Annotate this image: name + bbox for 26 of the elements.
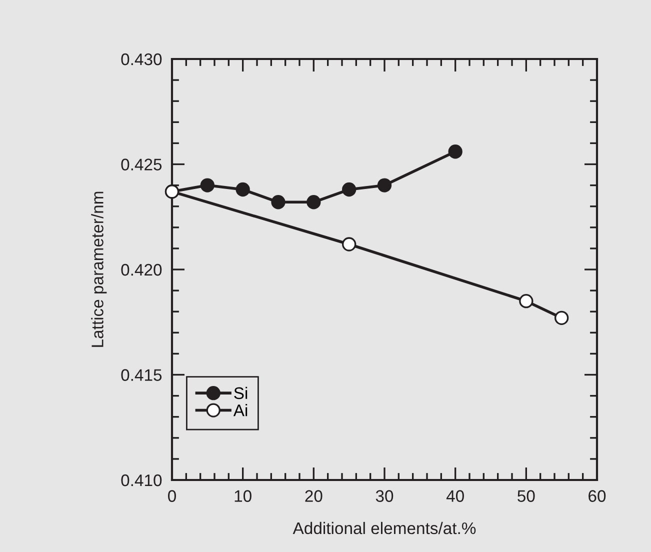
point [448, 144, 462, 159]
y-tick-label: 0.420 [121, 264, 162, 276]
x-axis-title: Additional elements/at.% [292, 522, 476, 534]
y-tick-label: 0.410 [121, 474, 162, 486]
y-axis-title: Lattice parameter/nm [91, 192, 107, 347]
x-tick-label: 30 [376, 490, 394, 502]
x-tick-label: 40 [446, 490, 464, 502]
point [271, 195, 286, 210]
y-tick-label: 0.425 [121, 158, 162, 170]
legend-label: Ai [233, 404, 248, 416]
point [519, 294, 534, 308]
legend-label: Si [234, 386, 248, 400]
x-tick-label: 50 [518, 490, 535, 502]
point [342, 237, 356, 252]
point [554, 310, 569, 325]
point [377, 178, 392, 192]
x-tick-label: 60 [588, 490, 606, 502]
x-tick-label: 10 [234, 490, 252, 502]
point [236, 182, 250, 197]
x-tick-label: 20 [305, 490, 322, 502]
y-tick-label: 0.430 [121, 53, 162, 66]
y-tick-label: 0.415 [121, 369, 162, 381]
point [342, 182, 356, 197]
point [306, 195, 321, 210]
x-tick-label: 0 [168, 490, 176, 502]
point [200, 178, 214, 192]
